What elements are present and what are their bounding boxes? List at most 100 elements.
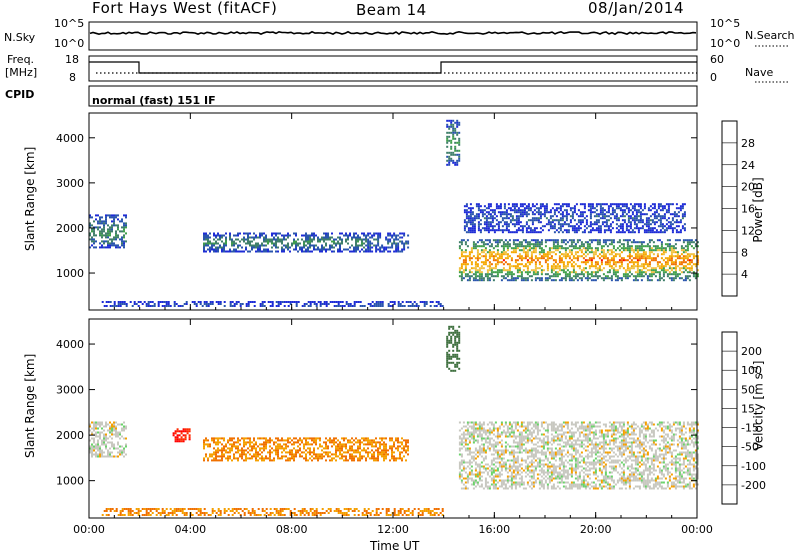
cell <box>557 207 560 210</box>
cell <box>107 441 109 444</box>
cell <box>642 257 645 260</box>
cell <box>223 250 225 253</box>
cell <box>683 223 686 226</box>
cell <box>119 303 122 305</box>
cell <box>107 429 109 432</box>
cell <box>618 241 621 244</box>
cell <box>478 267 481 270</box>
cell <box>599 209 602 212</box>
cell <box>529 207 532 210</box>
cell <box>275 242 277 245</box>
cell <box>105 214 107 217</box>
cell <box>339 232 341 235</box>
cell <box>513 211 516 214</box>
cell <box>513 225 516 228</box>
cell <box>363 305 366 307</box>
cell <box>111 441 113 444</box>
cell <box>472 425 475 428</box>
cell <box>570 271 573 274</box>
cell <box>574 245 577 248</box>
cell <box>476 449 479 452</box>
cell <box>454 141 457 144</box>
cell <box>93 437 95 440</box>
cell <box>680 277 683 280</box>
cell <box>682 279 685 282</box>
cell <box>526 271 529 274</box>
cell <box>395 457 397 460</box>
cell <box>492 247 495 250</box>
cell <box>470 257 473 260</box>
cell <box>460 427 463 430</box>
cell <box>618 249 621 252</box>
cell <box>325 445 327 448</box>
cell <box>486 273 489 276</box>
cell <box>568 273 571 276</box>
cell <box>176 430 179 433</box>
cell <box>157 303 160 305</box>
cell <box>490 429 493 432</box>
cell <box>534 243 537 246</box>
cell <box>225 238 227 241</box>
cell <box>307 447 309 450</box>
cell <box>343 443 345 446</box>
cell <box>555 209 558 212</box>
cell <box>585 227 588 230</box>
cell <box>343 459 345 462</box>
cell <box>675 203 678 206</box>
cell <box>508 265 511 268</box>
cell <box>650 269 653 272</box>
cell <box>657 225 660 228</box>
cell <box>503 213 506 216</box>
cell <box>494 483 497 486</box>
cell <box>576 257 579 260</box>
cell <box>115 236 117 239</box>
cell <box>506 257 509 260</box>
cell <box>460 463 463 466</box>
cpid-panel-frame <box>88 85 698 107</box>
cell <box>510 247 513 250</box>
cell <box>587 205 590 208</box>
cell <box>255 457 257 460</box>
cell <box>614 249 617 252</box>
cell <box>659 221 662 224</box>
cell <box>684 279 687 282</box>
freq-unit-label: [MHz] <box>5 66 38 79</box>
cell <box>303 242 305 245</box>
cell <box>500 449 503 452</box>
cell <box>448 131 451 134</box>
cell <box>558 261 561 264</box>
cell <box>683 215 686 218</box>
cell <box>97 222 99 225</box>
cell <box>492 439 495 442</box>
cell <box>460 459 463 462</box>
cell <box>595 205 598 208</box>
cell <box>639 215 642 218</box>
cell <box>123 224 125 227</box>
cell <box>528 275 531 278</box>
cell <box>645 223 648 226</box>
cell <box>483 209 486 212</box>
cell <box>492 463 495 466</box>
cell <box>601 209 604 212</box>
cell <box>486 259 489 262</box>
cell <box>237 439 239 442</box>
cell <box>391 234 394 237</box>
cell <box>279 238 281 241</box>
cell <box>395 246 398 249</box>
cell <box>468 431 471 434</box>
cell <box>249 242 251 245</box>
cell <box>231 459 233 462</box>
cell <box>301 246 303 249</box>
cell <box>241 238 243 241</box>
cell <box>307 250 309 253</box>
cell <box>275 447 277 450</box>
cell <box>203 248 205 251</box>
cell <box>606 277 609 280</box>
cell <box>502 451 505 454</box>
cell <box>544 261 547 264</box>
cell <box>345 232 347 235</box>
cell <box>339 238 341 241</box>
cell <box>259 437 261 440</box>
cell <box>309 301 312 303</box>
cell <box>313 453 315 456</box>
